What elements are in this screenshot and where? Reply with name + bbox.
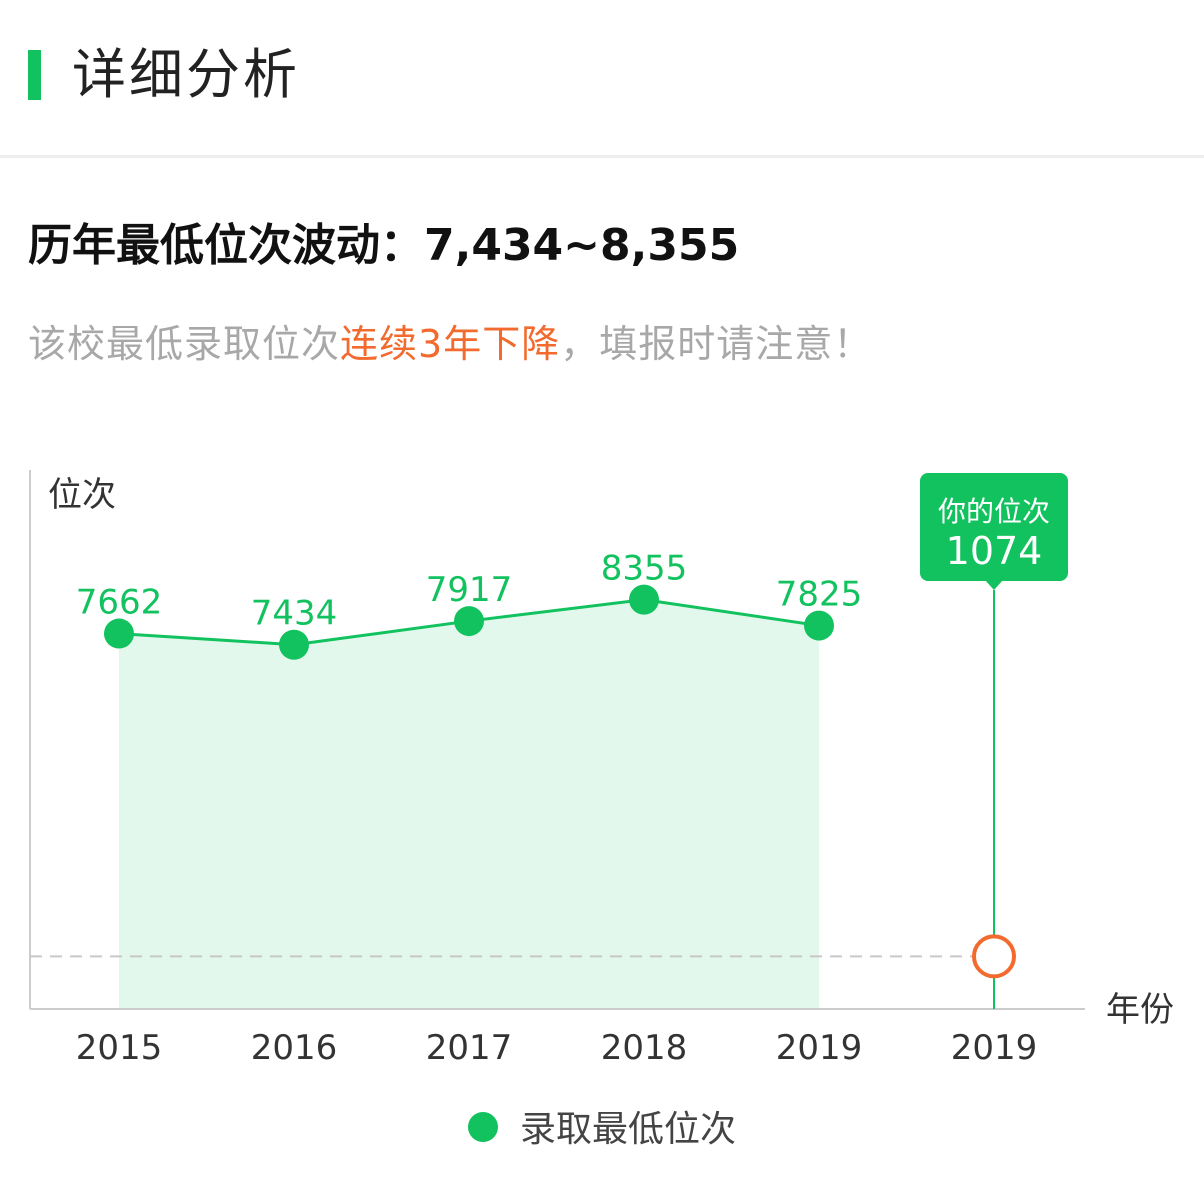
x-tick-label: 2019 <box>951 1028 1038 1068</box>
data-label: 7917 <box>426 570 513 610</box>
data-point <box>629 584 659 615</box>
your-rank-tooltip <box>920 473 1068 581</box>
y-axis-title: 位次 <box>48 475 116 515</box>
rank-fluctuation-summary: 历年最低位次波动：7,434~8,355 <box>28 214 739 278</box>
x-tick-label: 2019 <box>776 1028 863 1068</box>
accent-bar <box>28 50 41 100</box>
legend-label: 录取最低位次 <box>519 1109 736 1150</box>
x-tick-label: 2016 <box>251 1028 338 1068</box>
data-label: 7662 <box>76 583 163 623</box>
series-area <box>119 599 819 1009</box>
x-tick-label: 2015 <box>76 1028 163 1068</box>
legend-marker <box>467 1112 498 1142</box>
summary-range: 7,434~8,355 <box>424 220 740 271</box>
data-point <box>454 606 484 637</box>
data-point <box>279 629 309 660</box>
data-point <box>804 610 834 641</box>
data-point <box>104 618 134 649</box>
x-tick-label: 2018 <box>601 1028 688 1068</box>
your-rank-value: 1074 <box>946 529 1043 573</box>
note-highlight: 连续3年下降 <box>340 322 561 366</box>
data-label: 7434 <box>251 594 338 634</box>
trend-warning: 该校最低录取位次连续3年下降，填报时请注意！ <box>28 316 872 372</box>
note-prefix: 该校最低录取位次 <box>28 322 341 366</box>
x-tick-label: 2017 <box>426 1028 513 1068</box>
your-rank-point <box>972 934 1016 979</box>
section-title: 详细分析 <box>72 43 300 106</box>
header: 详细分析 <box>0 0 1204 158</box>
data-label: 7825 <box>776 575 863 615</box>
note-suffix: ，填报时请注意！ <box>560 322 873 366</box>
summary-label: 历年最低位次波动： <box>28 220 424 271</box>
x-axis-title: 年份 <box>1106 990 1174 1030</box>
your-rank-label: 你的位次 <box>938 495 1050 528</box>
chart-legend: 录取最低位次 <box>0 1100 1204 1160</box>
data-label: 8355 <box>601 549 688 589</box>
your-rank-tooltip-arrow <box>985 580 1003 590</box>
